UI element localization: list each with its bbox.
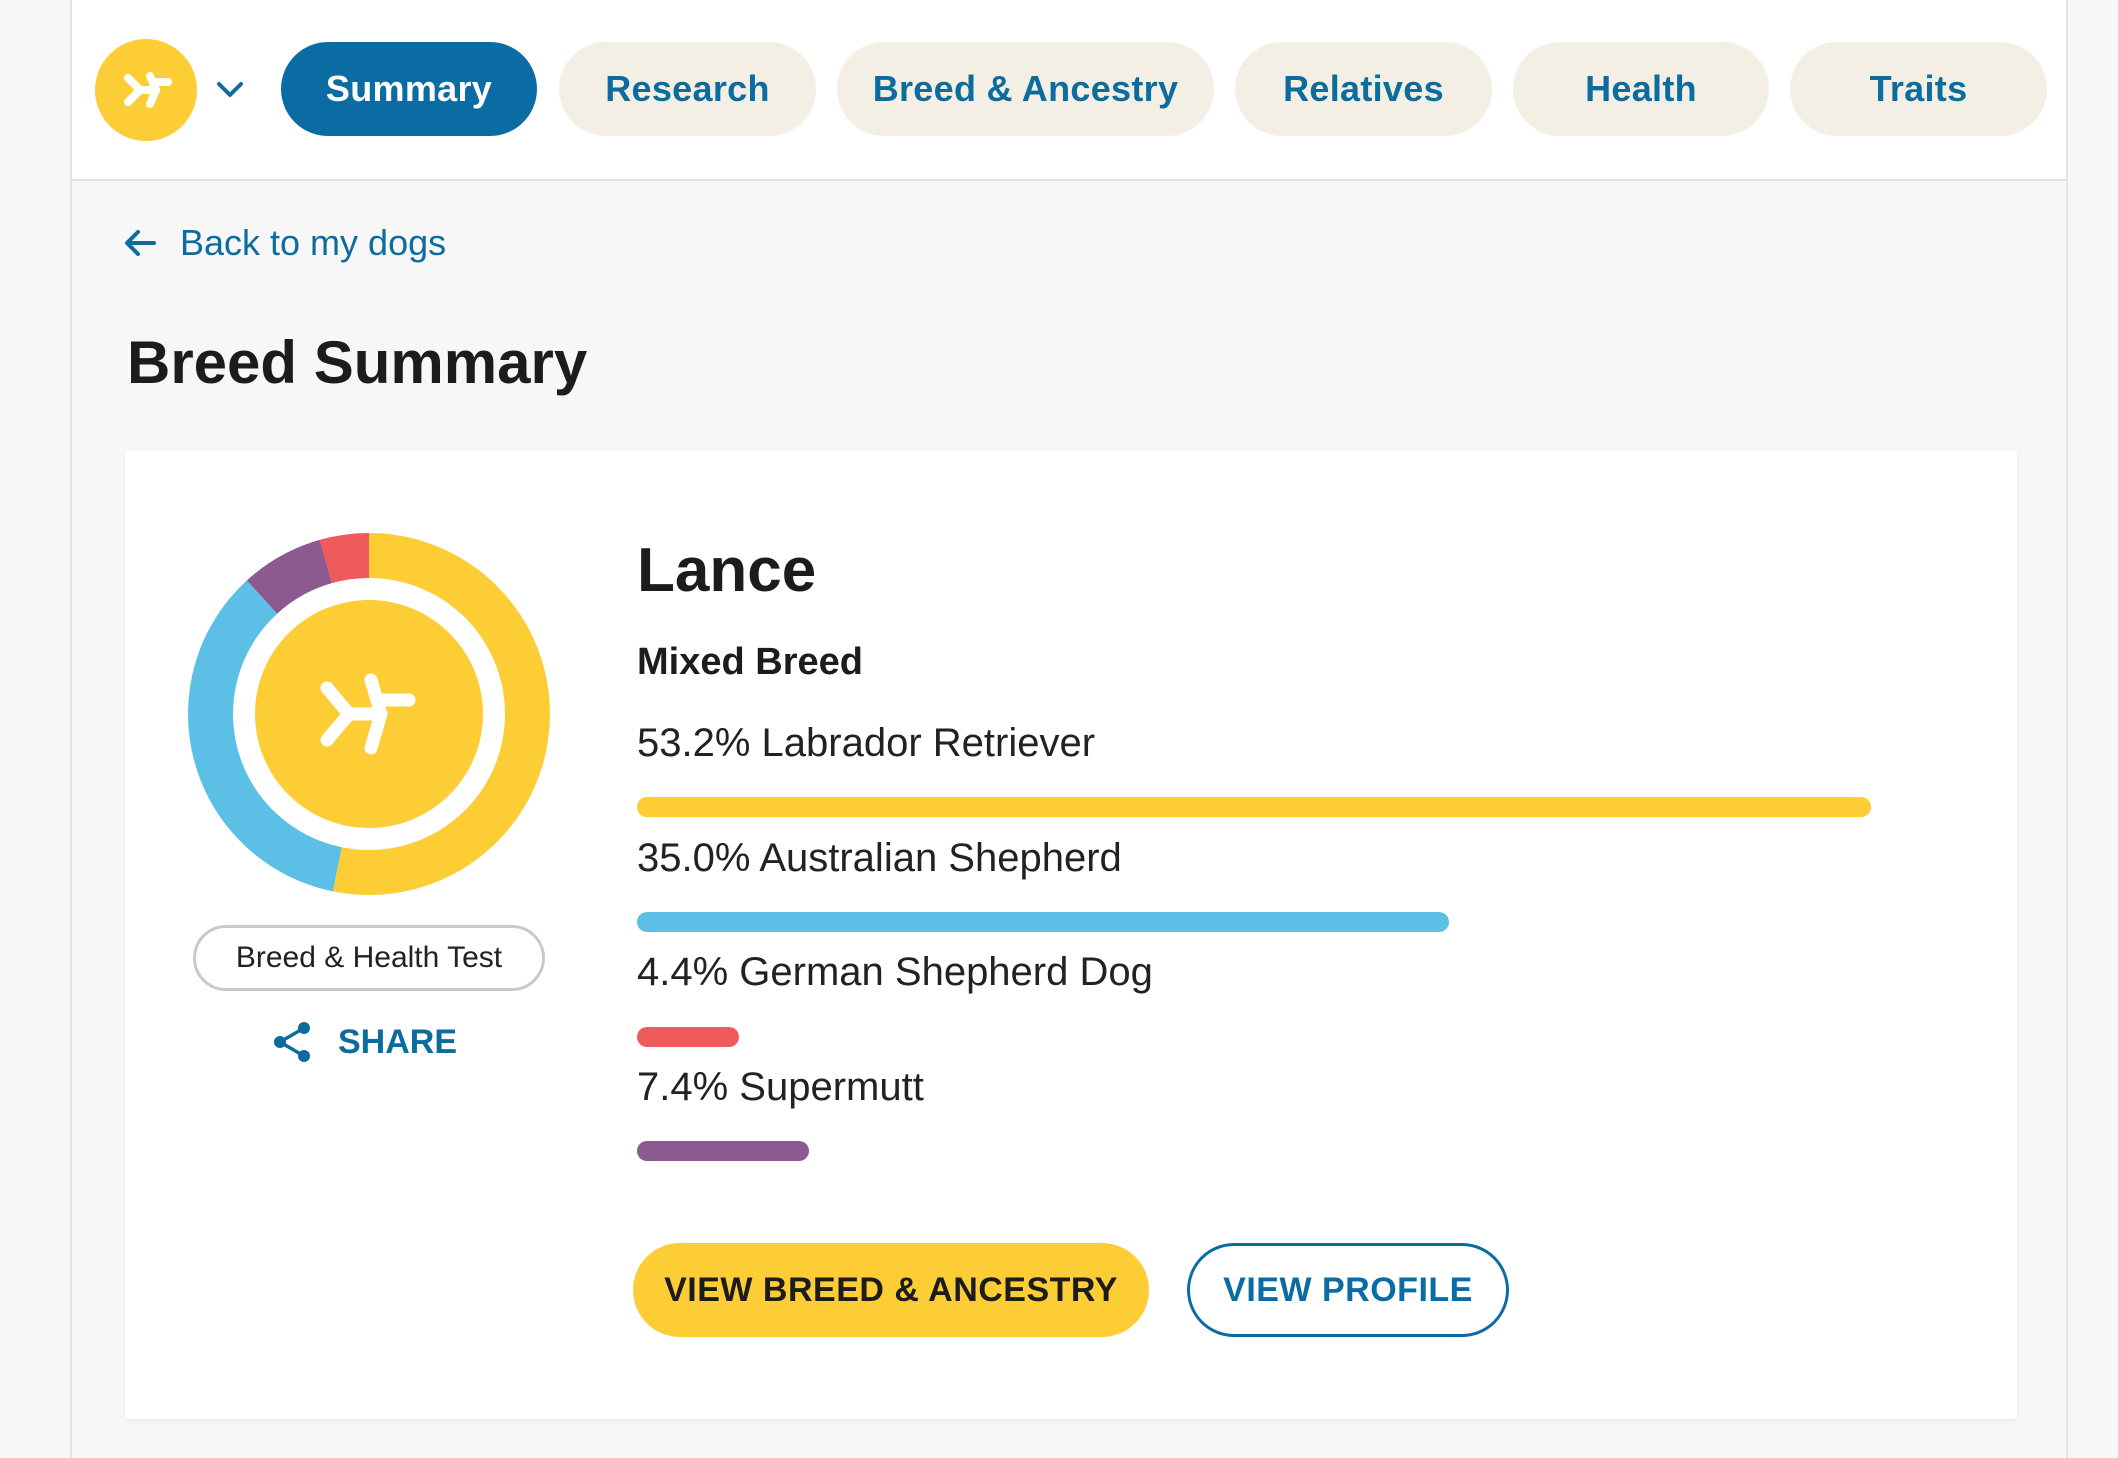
breed-bar-labrador: [637, 797, 1871, 817]
embark-logo-icon[interactable]: [95, 39, 197, 141]
tab-health[interactable]: Health: [1513, 42, 1769, 136]
arrow-left-icon: [125, 230, 156, 256]
breed-type: Mixed Breed: [637, 641, 863, 683]
back-to-dogs-link[interactable]: Back to my dogs: [120, 222, 446, 264]
tab-summary[interactable]: Summary: [281, 42, 537, 136]
donut-segment-australian-shepherd: [188, 580, 342, 892]
back-link-label[interactable]: Back to my dogs: [180, 222, 447, 263]
share-label[interactable]: SHARE: [338, 1022, 458, 1061]
breed-label-supermutt: 7.4% Supermutt: [637, 1065, 924, 1109]
breed-summary-card: Breed & Health Test SHARE Lance Mixed Br…: [125, 451, 2017, 1419]
view-breed-ancestry-button[interactable]: VIEW BREED & ANCESTRY: [633, 1243, 1149, 1337]
page-title: Breed Summary: [127, 329, 588, 396]
view-profile-button[interactable]: VIEW PROFILE: [1187, 1243, 1509, 1337]
donut-segment-supermutt: [246, 539, 332, 614]
tab-research[interactable]: Research: [559, 42, 816, 136]
breed-label-australian-shepherd: 35.0% Australian Shepherd: [637, 836, 1122, 880]
donut-center-logo-icon: [320, 673, 416, 755]
tab-breed-ancestry[interactable]: Breed & Ancestry: [837, 42, 1214, 136]
app-frame: Summary Research Breed & Ancestry Relati…: [70, 0, 2068, 1458]
breed-bar-german-shepherd: [637, 1027, 739, 1047]
account-switcher[interactable]: [95, 39, 247, 141]
share-button[interactable]: SHARE: [270, 1019, 457, 1065]
dog-name: Lance: [637, 536, 817, 605]
breed-bar-supermutt: [637, 1141, 809, 1161]
breed-bar-australian-shepherd: [637, 912, 1449, 932]
breed-label-german-shepherd: 4.4% German Shepherd Dog: [637, 950, 1153, 994]
breed-donut-chart: [188, 533, 550, 895]
breed-label-labrador: 53.2% Labrador Retriever: [637, 721, 1096, 765]
donut-segment-german-shepherd: [319, 533, 369, 584]
test-type-badge: Breed & Health Test: [193, 925, 545, 991]
top-nav-bar: Summary Research Breed & Ancestry Relati…: [72, 0, 2066, 181]
donut-segment-labrador: [332, 533, 550, 895]
chevron-down-icon[interactable]: [213, 73, 247, 107]
share-icon: [274, 1022, 310, 1062]
tab-traits[interactable]: Traits: [1790, 42, 2047, 136]
tab-relatives[interactable]: Relatives: [1235, 42, 1492, 136]
